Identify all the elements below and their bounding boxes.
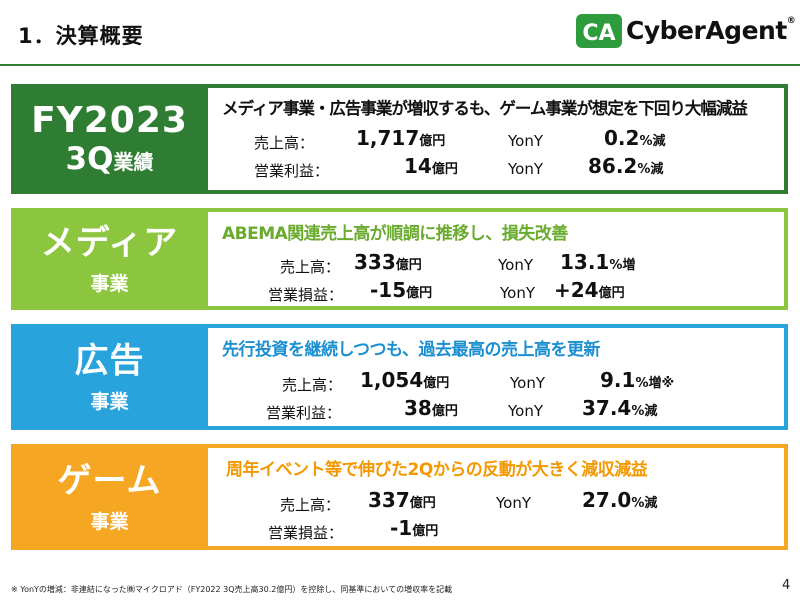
media-sales-yoy-label: YonY [498,256,534,274]
overview-profit-label: 営業利益： [254,162,330,180]
page-number: 4 [782,578,791,593]
ads-detail: 先行投資を継続しつつも、過去最高の売上高を更新 売上高： 1,054億円 Yon… [208,324,788,430]
overview-quarter: 3Q業績 [65,141,154,178]
page-title: 1．決算概要 [18,24,144,48]
media-segment-name: メディア [40,223,179,264]
media-sales-yoy: 13.1%増 [560,250,636,274]
media-profit-value: -15億円 [370,278,433,302]
ads-segment-name: 広告 [74,341,145,382]
overview-profit-yoy: 86.2%減 [588,154,664,178]
overview-label-block: FY2023 3Q業績 [11,84,208,194]
ads-profit-value: 38億円 [404,396,458,420]
media-profit-yoy: +24億円 [554,278,625,302]
svg-text:CA: CA [582,21,615,46]
ads-headline: 先行投資を継続しつつも、過去最高の売上高を更新 [222,340,600,360]
media-panel: メディア 事業 ABEMA関連売上高が順調に推移し、損失改善 売上高： 333億… [11,208,788,310]
game-segment-sub: 事業 [90,510,129,533]
ads-segment-sub: 事業 [90,390,129,413]
game-profit-value: -1億円 [390,516,439,540]
ads-sales-label: 売上高： [282,376,343,394]
game-segment-name: ゲーム [57,461,162,502]
media-sales-value: 333億円 [354,250,422,274]
media-sales-label: 売上高： [280,258,341,276]
overview-detail: メディア事業・広告事業が増収するも、ゲーム事業が想定を下回り大幅減益 売上高： … [208,84,788,194]
overview-profit-value: 14億円 [404,154,458,178]
ca-logo-icon: CA [576,14,622,48]
footnote: ※ YonYの増減：非連結になった㈱マイクロアド（FY2022 3Q売上高30.… [11,585,453,594]
ads-panel: 広告 事業 先行投資を継続しつつも、過去最高の売上高を更新 売上高： 1,054… [11,324,788,430]
media-label-block: メディア 事業 [11,208,208,310]
overview-profit-yoy-label: YonY [508,160,544,178]
overview-panel: FY2023 3Q業績 メディア事業・広告事業が増収するも、ゲーム事業が想定を下… [11,84,788,194]
overview-headline: メディア事業・広告事業が増収するも、ゲーム事業が想定を下回り大幅減益 [222,99,748,118]
game-sales-label: 売上高： [280,496,341,514]
game-detail: 周年イベント等で伸びた2Qからの反動が大きく減収減益 売上高： 337億円 Yo… [208,444,788,550]
overview-sales-value: 1,717億円 [356,126,446,150]
ads-sales-yoy: 9.1%増※ [600,368,675,392]
game-sales-value: 337億円 [368,488,436,512]
overview-sales-yoy: 0.2%減 [604,126,666,150]
media-segment-sub: 事業 [90,272,129,295]
ads-profit-yoy: 37.4%減 [582,396,658,420]
ads-profit-label: 営業利益： [266,404,342,422]
game-sales-yoy: 27.0%減 [582,488,658,512]
media-detail: ABEMA関連売上高が順調に推移し、損失改善 売上高： 333億円 YonY 1… [208,208,788,310]
media-headline: ABEMA関連売上高が順調に推移し、損失改善 [222,224,568,244]
game-sales-yoy-label: YonY [496,494,532,512]
game-label-block: ゲーム 事業 [11,444,208,550]
ads-sales-yoy-label: YonY [510,374,546,392]
game-headline: 周年イベント等で伸びた2Qからの反動が大きく減収減益 [226,460,648,480]
ads-profit-yoy-label: YonY [508,402,544,420]
game-profit-label: 営業損益： [268,524,344,542]
overview-sales-label: 売上高： [254,134,315,152]
media-profit-yoy-label: YonY [500,284,536,302]
game-panel: ゲーム 事業 周年イベント等で伸びた2Qからの反動が大きく減収減益 売上高： 3… [11,444,788,550]
header-divider [0,64,800,66]
media-profit-label: 営業損益： [268,286,344,304]
overview-sales-yoy-label: YonY [508,132,544,150]
cyberagent-logo: CA CyberAgent® [576,14,796,48]
overview-fiscal-year: FY2023 [31,99,188,141]
ads-sales-value: 1,054億円 [360,368,450,392]
ads-label-block: 広告 事業 [11,324,208,430]
logo-wordmark: CyberAgent® [626,16,796,45]
